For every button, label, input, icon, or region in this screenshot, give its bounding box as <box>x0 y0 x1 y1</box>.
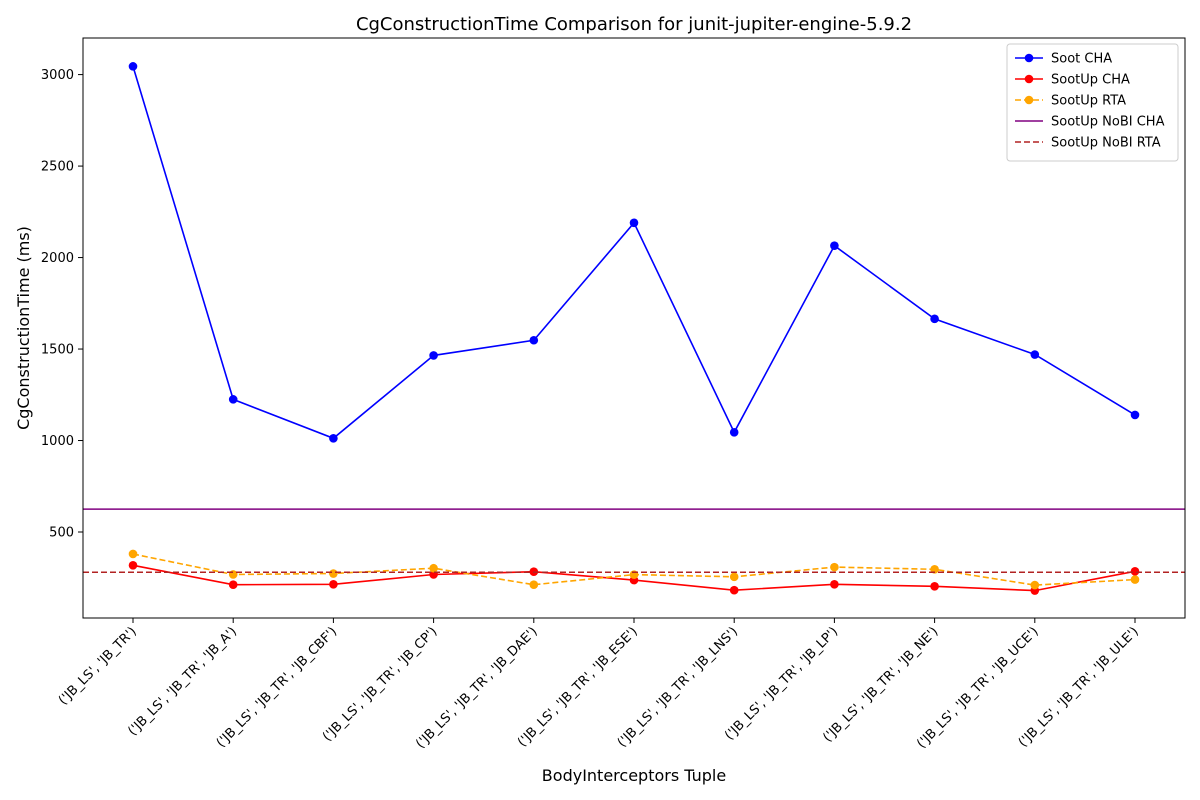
point-sootup-rta <box>529 580 539 590</box>
series-line-soot-cha <box>132 66 1136 440</box>
legend-marker-sootup-cha <box>1024 74 1034 84</box>
point-sootup-cha <box>930 582 939 591</box>
point-soot-cha <box>529 335 539 345</box>
point-sootup-rta <box>329 569 338 578</box>
point-soot-cha <box>629 218 639 228</box>
x-tick-label: ('JB_LS', 'JB_TR') <box>56 624 140 708</box>
point-sootup-rta <box>228 570 238 579</box>
point-soot-cha <box>429 351 438 360</box>
chart-title: CgConstructionTime Comparison for junit-… <box>356 14 912 35</box>
point-sootup-cha <box>729 585 739 595</box>
y-tick-label: 1500 <box>41 343 74 358</box>
y-axis-label: CgConstructionTime (ms) <box>14 226 33 430</box>
point-soot-cha <box>329 434 338 443</box>
point-sootup-rta <box>429 563 438 573</box>
y-tick-label: 1000 <box>41 434 74 449</box>
legend-marker-soot-cha <box>1024 53 1034 63</box>
point-soot-cha <box>930 314 939 324</box>
x-tick-label: ('JB_LS', 'JB_TR', 'JB_NE') <box>820 624 941 745</box>
point-soot-cha <box>830 241 839 250</box>
point-sootup-cha <box>830 580 839 589</box>
x-tick-label: ('JB_LS', 'JB_TR', 'JB_ESE') <box>515 624 641 750</box>
y-tick-label: 2000 <box>41 251 74 266</box>
point-sootup-rta <box>830 562 839 572</box>
legend-marker-sootup-rta <box>1024 95 1034 105</box>
x-tick-label: ('JB_LS', 'JB_TR', 'JB_A') <box>125 624 240 739</box>
point-sootup-cha <box>329 580 338 589</box>
legend: Soot CHA SootUp CHA SootUp RTA SootUp NoBI … <box>1006 43 1179 162</box>
point-sootup-rta <box>1130 575 1140 584</box>
point-sootup-rta <box>1030 580 1040 590</box>
plot-area <box>83 62 1185 595</box>
point-soot-cha <box>1130 410 1140 420</box>
point-soot-cha <box>228 395 238 404</box>
x-tick-label: ('JB_LS', 'JB_TR', 'JB_LP') <box>722 624 841 743</box>
point-sootup-cha <box>228 580 238 590</box>
x-tick-label: ('JB_LS', 'JB_TR', 'JB_CP') <box>320 624 440 744</box>
point-soot-cha <box>1030 350 1040 359</box>
legend-label-sootup-rta: SootUp RTA <box>1051 94 1126 109</box>
legend-label-soot-cha: Soot CHA <box>1051 52 1112 67</box>
point-soot-cha <box>128 62 138 71</box>
point-sootup-rta <box>729 572 739 582</box>
y-tick-label: 3000 <box>41 68 74 83</box>
point-sootup-cha <box>128 561 138 570</box>
point-sootup-rta <box>128 549 138 559</box>
x-axis-label: BodyInterceptors Tuple <box>542 766 726 785</box>
y-tick-label: 500 <box>49 526 74 541</box>
y-tick-label: 2500 <box>41 160 74 175</box>
x-tick-label: ('JB_LS', 'JB_TR', 'JB_ULE') <box>1016 624 1142 750</box>
legend-box <box>1006 43 1179 162</box>
legend-label-sootup-nobi-cha: SootUp NoBI CHA <box>1051 115 1165 130</box>
point-sootup-cha <box>1130 567 1140 576</box>
point-soot-cha <box>729 427 739 437</box>
legend-label-sootup-cha: SootUp CHA <box>1051 73 1130 88</box>
legend-label-sootup-nobi-rta: SootUp NoBI RTA <box>1051 136 1161 151</box>
